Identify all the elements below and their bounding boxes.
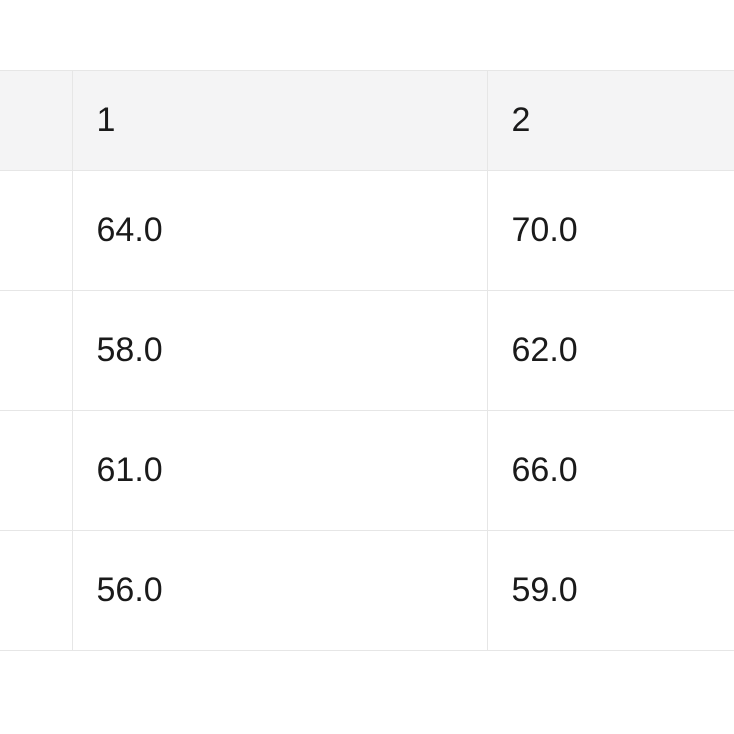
table-row: 56.0 59.0 bbox=[0, 531, 734, 651]
data-table: 1 2 64.0 70.0 58.0 62.0 61.0 66.0 bbox=[0, 70, 734, 651]
table-cell[interactable]: 58.0 bbox=[72, 291, 487, 411]
table-header-row: 1 2 bbox=[0, 71, 734, 171]
table-cell[interactable]: 62.0 bbox=[487, 291, 734, 411]
table-cell[interactable] bbox=[0, 171, 72, 291]
table-cell[interactable]: 61.0 bbox=[72, 411, 487, 531]
table-cell[interactable]: 59.0 bbox=[487, 531, 734, 651]
column-header[interactable]: 2 bbox=[487, 71, 734, 171]
table-cell[interactable]: 64.0 bbox=[72, 171, 487, 291]
column-header[interactable] bbox=[0, 71, 72, 171]
table-container: 1 2 64.0 70.0 58.0 62.0 61.0 66.0 bbox=[0, 0, 734, 734]
table-row: 61.0 66.0 bbox=[0, 411, 734, 531]
table-cell[interactable]: 66.0 bbox=[487, 411, 734, 531]
table-cell[interactable] bbox=[0, 531, 72, 651]
column-header[interactable]: 1 bbox=[72, 71, 487, 171]
table-cell[interactable]: 56.0 bbox=[72, 531, 487, 651]
table-row: 64.0 70.0 bbox=[0, 171, 734, 291]
table-cell[interactable]: 70.0 bbox=[487, 171, 734, 291]
table-cell[interactable] bbox=[0, 291, 72, 411]
table-cell[interactable] bbox=[0, 411, 72, 531]
table-row: 58.0 62.0 bbox=[0, 291, 734, 411]
